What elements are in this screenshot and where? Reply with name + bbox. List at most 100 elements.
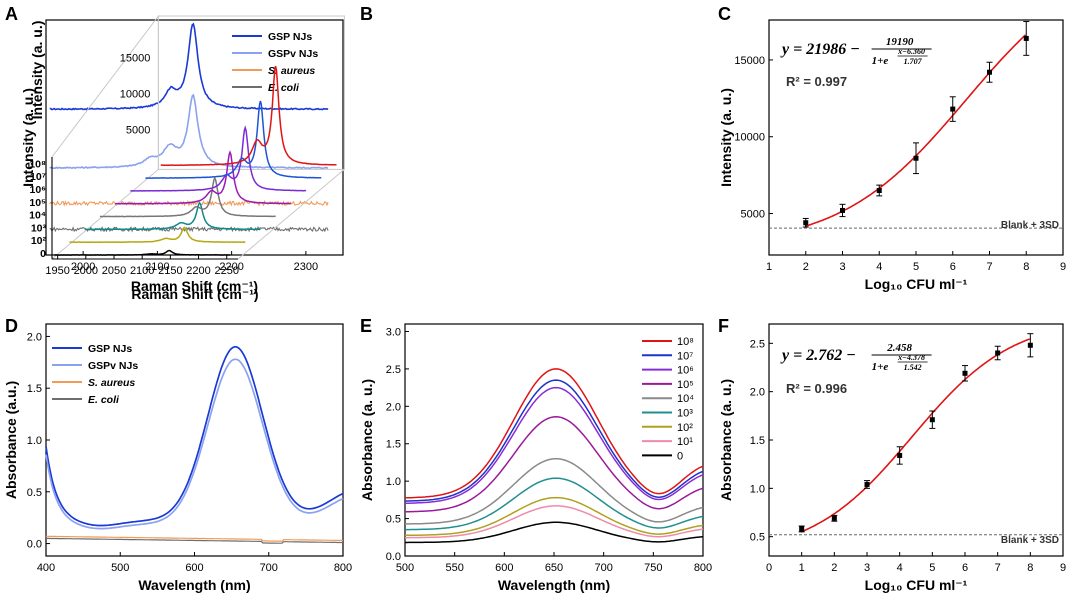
panel-f-x-tick-label: 1 [799, 562, 805, 574]
panel-b-series-6-line [130, 125, 307, 192]
panel-f-fit-exponent-denominator: 1.542 [904, 363, 922, 372]
panel-e-y-tick-label: 0.5 [386, 514, 401, 526]
panel-e-y-tick-label: 2.0 [386, 401, 401, 413]
panel-c-r-squared: R² = 0.997 [786, 74, 847, 89]
panel-d-x-tick-label: 600 [185, 562, 203, 574]
panel-b-series-4-label: 10⁴ [29, 210, 46, 222]
panel-e-legend-label: 10¹ [677, 436, 693, 448]
panel-d-y-tick-label: 2.0 [27, 331, 42, 343]
panel-b-x-tick-label: 1950 [45, 265, 69, 277]
panel-e-series-6-line [405, 477, 704, 531]
panel-c-x-tick-label: 1 [766, 261, 772, 273]
panel-b-y-axis-label: Intensity (a. u.) [29, 21, 45, 120]
panel-b-x-axis-label: Raman Shift (cm⁻¹) [131, 286, 258, 302]
panel-b-series-5-line [115, 150, 291, 205]
panel-d-legend-label: GSP NJs [88, 343, 132, 355]
panel-c-x-tick-label: 4 [876, 261, 882, 273]
panel-e-y-tick-label: 3.0 [386, 326, 401, 338]
panel-f-y-tick-label: 0.5 [750, 532, 765, 544]
panel-e-series-4-line [405, 416, 704, 513]
panel-f-y-tick-label: 1.0 [750, 483, 765, 495]
panel-b-series-5-label: 10⁵ [29, 197, 46, 209]
panel-f-fit-numerator: 2.458 [886, 342, 912, 354]
panel-d-series-4-line [46, 537, 343, 544]
panel-c-y-axis-label: Intensity (a. u.) [718, 88, 734, 187]
panel-e-series-8-line [405, 505, 704, 539]
panel-d-x-axis-label: Wavelength (nm) [138, 577, 250, 593]
panel-b-x-tick-label: 2100 [130, 265, 154, 277]
panel-a-x-tick-label: 2300 [294, 261, 318, 273]
panel-c-x-tick-label: 5 [913, 261, 919, 273]
panel-e-y-tick-label: 2.5 [386, 364, 401, 376]
panel-f-x-tick-label: 6 [962, 562, 968, 574]
panel-f-x-tick-label: 8 [1027, 562, 1033, 574]
panel-f-x-tick-label: 2 [831, 562, 837, 574]
panel-f-x-tick-label: 3 [864, 562, 870, 574]
panel-d-series-2-line [45, 358, 344, 530]
panel-c-blank-label: Blank + 3SD [1001, 220, 1059, 231]
panel-b-x-tick-label: 2050 [102, 265, 126, 277]
panel-b-x-tick-label: 2200 [186, 265, 210, 277]
panel-f-data-point [1027, 342, 1033, 348]
panel-f-x-tick-label: 9 [1060, 562, 1066, 574]
panel-e-y-tick-label: 1.0 [386, 476, 401, 488]
panel-a-y-axis-label: Intensity (a. u.) [20, 88, 36, 187]
panel-e-series-9-line [405, 521, 704, 544]
panel-f-y-tick-label: 1.5 [750, 435, 765, 447]
panel-b-series-8-line [160, 65, 337, 167]
panel-b-y-tick-label: 15000 [120, 52, 151, 64]
panel-b-series-7-line [145, 100, 322, 179]
panel-f-fit-curve [800, 338, 1030, 533]
panel-c-fit-exponent-numerator: x−6.360 [897, 47, 925, 56]
panel-b-series-6-label: 10⁶ [29, 184, 46, 196]
panel-b-series-1-line [54, 249, 231, 256]
panel-b-series-3-line [84, 201, 261, 231]
panel-c-data-point [1023, 35, 1029, 41]
panel-f-fit-exponent-numerator: x−4.378 [897, 353, 925, 362]
panel-a-x-tick-label: 2200 [219, 261, 243, 273]
panel-a-legend-label: GSPv NJs [268, 48, 318, 60]
panel-b-floor-edge [237, 169, 345, 260]
panel-e-x-tick-label: 600 [495, 562, 513, 574]
panel-a-x-axis-label: Raman Shift (cm⁻¹) [131, 278, 258, 294]
panel-a-series-2-line [49, 93, 329, 170]
panel-e-legend-label: 10⁶ [677, 365, 694, 377]
panel-f-data-point [831, 515, 837, 521]
panel-f-y-axis-label: Absorbance (a. u.) [718, 379, 734, 501]
panel-c-y-tick-label: 10000 [734, 132, 765, 144]
panel-e-x-tick-label: 700 [594, 562, 612, 574]
panel-d-x-tick-label: 500 [111, 562, 129, 574]
panel-c-x-tick-label: 7 [986, 261, 992, 273]
panel-f-data-point [864, 481, 870, 487]
panel-f-data-point [897, 452, 903, 458]
panel-f-blank-label: Blank + 3SD [1001, 535, 1059, 546]
panel-e-y-tick-label: 0.0 [386, 551, 401, 563]
panel-e-series-1-line [405, 368, 704, 499]
panel-b-series-8-label: 10⁸ [29, 158, 46, 170]
panel-d-x-tick-label: 700 [260, 562, 278, 574]
panel-c-data-point [913, 155, 919, 161]
panel-f-x-tick-label: 4 [897, 562, 903, 574]
panel-c-x-tick-label: 3 [839, 261, 845, 273]
panel-f-data-point [995, 350, 1001, 356]
panel-c-fit-denominator: 1+e [872, 55, 889, 67]
panel-d-y-tick-label: 0.5 [27, 487, 42, 499]
panel-c-data-point [950, 106, 956, 112]
panel-b-y-tick-label: 10000 [120, 88, 151, 100]
panel-d-legend-label: E. coli [88, 394, 120, 406]
panel-f-letter: F [718, 316, 729, 336]
panel-c-y-tick-label: 5000 [741, 209, 765, 221]
panel-c-fit-numerator: 19190 [886, 36, 914, 48]
panel-a-legend-label: S. aureus [268, 65, 315, 77]
panel-f-fit-denominator: 1+e [872, 361, 889, 373]
panel-c-x-tick-label: 2 [803, 261, 809, 273]
panel-d-legend-label: GSPv NJs [88, 360, 138, 372]
panel-d-y-tick-label: 0.0 [27, 539, 42, 551]
panel-d-series-1-line [45, 345, 344, 527]
panel-c-x-tick-label: 9 [1060, 261, 1066, 273]
panel-b-y-tick-label: 5000 [126, 124, 150, 136]
panel-b-series-2-line [69, 226, 246, 244]
panel-a-legend-label: E. coli [268, 82, 300, 94]
panel-c-x-tick-label: 6 [950, 261, 956, 273]
panel-c-y-tick-label: 15000 [734, 55, 765, 67]
